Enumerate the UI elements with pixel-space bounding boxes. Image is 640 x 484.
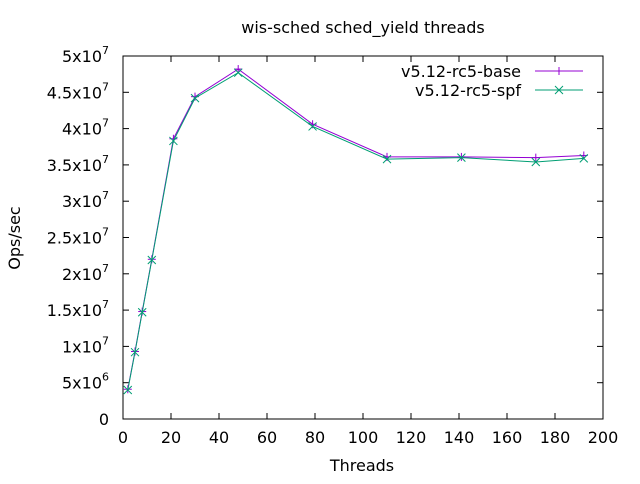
- x-tick-label: 180: [540, 428, 571, 447]
- y-tick-label: 4x107: [62, 117, 109, 139]
- legend-label: v5.12-rc5-base: [401, 62, 521, 81]
- x-tick-label: 0: [118, 428, 128, 447]
- data-point: [137, 307, 147, 317]
- y-axis-label: Ops/sec: [5, 206, 24, 269]
- x-tick-label: 60: [257, 428, 277, 447]
- x-axis-label: Threads: [329, 456, 394, 475]
- y-tick-label: 4.5x107: [47, 80, 109, 102]
- data-point: [382, 154, 392, 164]
- data-point: [190, 93, 200, 103]
- y-tick-label: 1.5x107: [47, 298, 109, 320]
- series-2: [123, 68, 589, 395]
- x-tick-label: 200: [588, 428, 619, 447]
- data-point: [554, 85, 564, 95]
- data-point: [579, 154, 589, 163]
- data-point: [130, 347, 140, 357]
- series-layer: [123, 65, 589, 395]
- x-tick-label: 160: [492, 428, 523, 447]
- y-tick-label: 3.5x107: [47, 153, 109, 175]
- data-point: [147, 255, 157, 265]
- y-tick-label: 2.5x107: [47, 226, 109, 248]
- series-line: [127, 72, 584, 391]
- x-tick-label: 20: [161, 428, 181, 447]
- data-point: [457, 153, 466, 162]
- y-tick-label: 1x107: [62, 334, 109, 356]
- x-tick-label: 40: [209, 428, 229, 447]
- x-tick-label: 140: [444, 428, 475, 447]
- x-tick-label: 80: [305, 428, 325, 447]
- y-tick-label: 0: [99, 410, 109, 429]
- data-point: [531, 157, 541, 167]
- y-tick-label: 5x107: [62, 44, 109, 66]
- data-point: [555, 67, 563, 75]
- legend-entry: v5.12-rc5-spf: [415, 81, 583, 100]
- y-tick-label: 2x107: [62, 262, 109, 284]
- data-point: [123, 385, 133, 395]
- x-tick-label: 100: [348, 428, 379, 447]
- x-tick-label: 120: [396, 428, 427, 447]
- y-tick-label: 5x106: [62, 371, 109, 393]
- data-point: [457, 152, 466, 161]
- series-1: [123, 65, 588, 394]
- data-point: [234, 65, 243, 74]
- y-tick-label: 3x107: [62, 189, 109, 211]
- axis-ticks: 0 20 40 60 80 100 120 140 160 180 200 0 5x106 1x107 1.…: [47, 44, 619, 447]
- data-point: [233, 68, 243, 78]
- data-point: [169, 136, 178, 146]
- series-line: [127, 68, 584, 390]
- legend-entry: v5.12-rc5-base: [401, 62, 583, 81]
- data-point: [531, 153, 540, 162]
- chart-title: wis-sched sched_yield threads: [241, 18, 485, 38]
- plot-frame: [122, 55, 604, 420]
- legend-label: v5.12-rc5-spf: [415, 81, 521, 100]
- data-point: [308, 122, 317, 131]
